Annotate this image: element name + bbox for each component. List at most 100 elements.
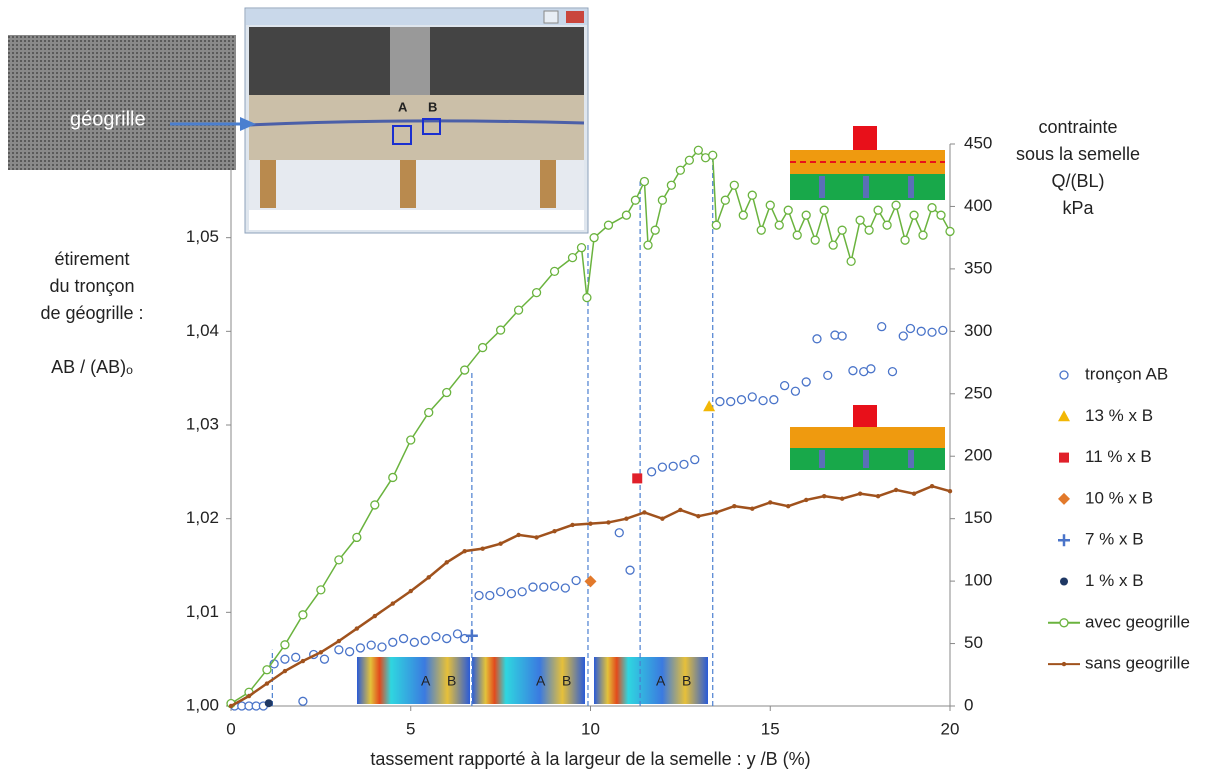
point bbox=[318, 650, 324, 655]
point bbox=[474, 590, 484, 601]
point bbox=[801, 377, 811, 387]
point bbox=[442, 633, 452, 644]
point bbox=[452, 629, 463, 639]
point bbox=[291, 652, 301, 662]
point bbox=[790, 386, 801, 396]
point bbox=[576, 243, 587, 253]
y-tick-label: 1,04 bbox=[186, 321, 219, 340]
point bbox=[442, 387, 452, 398]
point bbox=[837, 225, 847, 235]
point bbox=[228, 703, 234, 709]
point bbox=[909, 210, 919, 220]
point bbox=[887, 366, 898, 377]
legend-marker bbox=[1058, 492, 1070, 505]
point bbox=[747, 190, 757, 200]
point bbox=[696, 513, 701, 519]
point bbox=[668, 461, 678, 471]
schematic-with-geogrid bbox=[790, 126, 945, 200]
point bbox=[678, 507, 683, 513]
point bbox=[675, 165, 686, 175]
point bbox=[377, 642, 387, 652]
point bbox=[837, 331, 847, 341]
legend-item: avec geogrille bbox=[1048, 612, 1190, 631]
point-label: B bbox=[447, 673, 456, 689]
y-axis-title: étirement bbox=[54, 249, 129, 269]
point bbox=[513, 305, 524, 315]
y2-tick-label: 0 bbox=[964, 695, 973, 714]
point bbox=[316, 585, 326, 595]
legend-label: 7 % x B bbox=[1085, 530, 1144, 549]
point bbox=[936, 210, 946, 220]
point bbox=[848, 366, 858, 376]
point bbox=[783, 205, 793, 215]
y2-tick-label: 150 bbox=[964, 508, 992, 527]
point bbox=[354, 626, 360, 631]
point bbox=[589, 233, 599, 243]
point-label: A bbox=[536, 673, 546, 689]
point bbox=[630, 195, 641, 205]
point bbox=[660, 516, 665, 521]
point bbox=[588, 521, 593, 526]
point bbox=[703, 400, 716, 412]
point bbox=[408, 588, 413, 594]
y-tick-label: 1,00 bbox=[186, 695, 219, 714]
y2-tick-label: 50 bbox=[964, 633, 983, 652]
point bbox=[774, 220, 784, 230]
point bbox=[639, 176, 650, 187]
point bbox=[646, 467, 657, 477]
point bbox=[398, 633, 409, 644]
point bbox=[388, 637, 398, 647]
y-tick-label: 1,03 bbox=[186, 414, 219, 433]
point bbox=[571, 575, 581, 586]
point bbox=[528, 582, 538, 592]
point bbox=[679, 459, 689, 469]
legend-label: sans geogrille bbox=[1085, 654, 1190, 673]
point bbox=[720, 195, 730, 205]
point bbox=[498, 541, 503, 546]
y2-tick-label: 200 bbox=[964, 446, 992, 465]
point bbox=[603, 220, 614, 230]
point bbox=[911, 491, 917, 496]
point bbox=[560, 583, 570, 593]
point bbox=[900, 235, 910, 245]
point bbox=[246, 693, 252, 699]
arrow-head bbox=[240, 117, 256, 131]
point bbox=[693, 145, 703, 155]
point-label: A bbox=[421, 673, 431, 689]
point bbox=[632, 473, 643, 484]
point-label: B bbox=[562, 673, 571, 689]
y2-tick-label: 100 bbox=[964, 571, 992, 590]
point bbox=[643, 240, 653, 250]
point bbox=[819, 205, 829, 215]
y2-axis-title: sous la semelle bbox=[1016, 144, 1140, 164]
point bbox=[846, 256, 856, 267]
point bbox=[516, 532, 521, 538]
y2-tick-label: 250 bbox=[964, 383, 992, 402]
legend-marker bbox=[1058, 410, 1070, 422]
point bbox=[821, 493, 827, 499]
point bbox=[344, 647, 355, 657]
point bbox=[690, 455, 700, 465]
point bbox=[264, 699, 273, 708]
legend-item: 13 % x B bbox=[1058, 406, 1153, 425]
point bbox=[666, 180, 677, 190]
legend-item: 10 % x B bbox=[1058, 488, 1153, 507]
point bbox=[262, 665, 272, 675]
point bbox=[582, 292, 592, 303]
legend-label: avec geogrille bbox=[1085, 612, 1190, 631]
legend-item: 11 % x B bbox=[1059, 447, 1152, 466]
point bbox=[552, 528, 557, 534]
point-label: A bbox=[398, 99, 408, 114]
point bbox=[420, 635, 430, 646]
point bbox=[738, 210, 748, 220]
experiment-screenshot bbox=[244, 7, 589, 234]
point bbox=[715, 396, 725, 407]
point bbox=[875, 493, 881, 499]
point bbox=[642, 510, 647, 515]
point bbox=[823, 370, 833, 381]
point bbox=[732, 503, 737, 509]
point bbox=[877, 321, 887, 332]
point bbox=[264, 681, 270, 686]
point bbox=[477, 342, 488, 353]
